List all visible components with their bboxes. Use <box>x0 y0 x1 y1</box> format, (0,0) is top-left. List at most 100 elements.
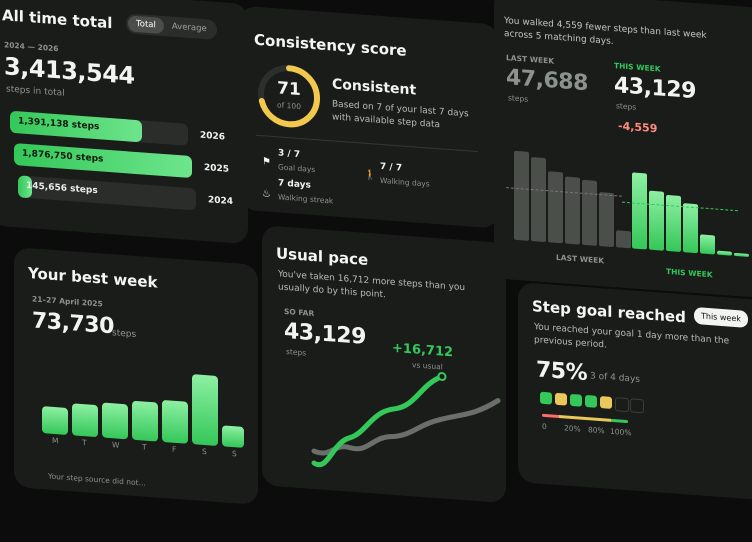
last-week-bar <box>616 230 631 249</box>
goal-day-square <box>600 396 612 409</box>
best-week-bar <box>162 399 188 444</box>
last-week-bar <box>599 191 614 248</box>
this-week-bar <box>666 194 681 253</box>
usual-pace-title: Usual pace <box>276 244 369 270</box>
stat-goal-label: Goal days <box>278 162 316 175</box>
stat-walking-label: Walking days <box>380 175 430 189</box>
dashboard-stage: All time total Total Average 2024 — 2026… <box>0 0 752 505</box>
stat-walking-days: 🚶 <box>364 163 376 183</box>
year-bar-2024: 145,656 steps <box>18 175 196 211</box>
pace-chart <box>311 371 501 468</box>
last-week-bar <box>548 171 563 244</box>
consistency-card: Consistency score 71 of 100 Consistent B… <box>240 5 498 229</box>
goal-day-square <box>630 398 644 414</box>
best-week-bar <box>72 403 98 438</box>
last-week-bar <box>514 150 529 241</box>
goal-day-square <box>570 393 582 407</box>
week-diff: -4,559 <box>618 119 658 136</box>
day-label: F <box>172 444 177 454</box>
goal-day-square <box>540 391 552 405</box>
toggle-total[interactable]: Total <box>128 15 164 35</box>
last-week-bar <box>582 179 597 246</box>
usual-pace-description: You've taken 16,712 more steps than you … <box>278 269 466 301</box>
pace-delta: +16,712 <box>392 340 454 361</box>
walking-icon: 🚶 <box>364 169 377 182</box>
last-week-bar <box>565 176 580 245</box>
goal-scale-bar <box>542 413 628 424</box>
flag-icon: ⚑ <box>262 156 271 168</box>
stat-streak: ♨ <box>262 181 271 201</box>
goal-card: Step goal reached This week You reached … <box>518 282 752 501</box>
best-week-range: 21–27 April 2025 <box>32 294 103 309</box>
last-week-unit: steps <box>508 93 529 104</box>
day-label: T <box>142 442 147 452</box>
this-week-value: 43,129 <box>614 73 696 105</box>
all-time-caption: steps in total <box>6 84 65 99</box>
this-week-bar <box>734 252 749 258</box>
this-week-bar <box>683 203 698 254</box>
usual-pace-card: Usual pace You've taken 16,712 more step… <box>262 225 506 504</box>
all-time-total: 3,413,544 <box>4 52 135 90</box>
usual-pace-unit: steps <box>286 347 307 358</box>
this-week-label: THIS WEEK <box>614 61 661 74</box>
day-label: S <box>232 449 237 459</box>
goal-day-square <box>585 394 597 408</box>
stat-streak-label: Walking streak <box>278 192 334 206</box>
this-week-bar <box>649 190 664 251</box>
day-label: M <box>52 435 59 446</box>
goal-count: 3 of 4 days <box>590 371 640 385</box>
flame-icon: ♨ <box>262 188 271 200</box>
last-week-bar <box>531 156 546 243</box>
score-ring: 71 of 100 <box>256 61 322 132</box>
best-week-bar <box>42 406 68 435</box>
goal-day-square <box>615 397 629 413</box>
all-time-range: 2024 — 2026 <box>4 40 59 54</box>
goal-percent: 75% <box>536 357 588 387</box>
stat-goal-value: 3 / 7 <box>278 148 301 161</box>
chart-label-last-week: LAST WEEK <box>556 252 605 266</box>
stat-walking-value: 7 / 7 <box>380 161 403 174</box>
usual-pace-value: 43,129 <box>284 318 366 350</box>
scale-0: 0 <box>542 421 547 432</box>
consistency-title: Consistency score <box>254 30 407 60</box>
year-bar-2026: 1,391,138 steps <box>10 110 188 146</box>
best-week-card: Your best week 21–27 April 2025 73,730 s… <box>14 247 258 505</box>
stat-goal-days: ⚑ <box>262 149 271 169</box>
week-compare-summary: You walked 4,559 fewer steps than last w… <box>504 16 707 48</box>
goal-day-square <box>555 392 567 406</box>
best-week-footer: Your step source did not... <box>48 471 146 488</box>
stat-streak-value: 7 days <box>278 178 311 191</box>
best-week-chart <box>42 361 252 448</box>
toggle-average[interactable]: Average <box>171 21 207 35</box>
usual-line <box>311 398 501 456</box>
best-week-unit: steps <box>112 328 137 340</box>
current-point <box>437 371 447 381</box>
consistency-verdict: Consistent <box>332 76 417 99</box>
best-week-bar <box>102 402 128 440</box>
year-label-2025: 2025 <box>204 162 230 175</box>
this-week-bar <box>717 250 732 256</box>
day-label: W <box>112 440 120 450</box>
this-week-bar <box>632 172 647 250</box>
total-average-toggle[interactable]: Total Average <box>126 13 217 40</box>
last-week-value: 47,688 <box>506 65 588 97</box>
day-label: T <box>82 438 87 448</box>
so-far-line <box>311 373 445 468</box>
best-week-value: 73,730 <box>32 308 114 340</box>
goal-description: You reached your goal 1 day more than th… <box>534 322 730 351</box>
best-week-bar <box>222 425 244 448</box>
all-time-card: All time total Total Average 2024 — 2026… <box>0 0 248 245</box>
best-week-bar <box>192 374 218 447</box>
scale-80: 80% <box>588 425 605 436</box>
goal-badge[interactable]: This week <box>694 306 748 328</box>
week-compare-card: You walked 4,559 fewer steps than last w… <box>494 0 752 299</box>
year-label-2024: 2024 <box>208 195 234 208</box>
this-week-unit: steps <box>616 101 637 112</box>
best-week-title: Your best week <box>28 264 158 292</box>
best-week-bar <box>132 400 158 442</box>
consistency-description: Based on 7 of your last 7 days with avai… <box>332 99 469 131</box>
chart-label-this-week: THIS WEEK <box>666 266 713 280</box>
day-label: S <box>202 446 207 457</box>
year-label-2026: 2026 <box>200 130 226 143</box>
last-week-label: LAST WEEK <box>506 53 555 66</box>
